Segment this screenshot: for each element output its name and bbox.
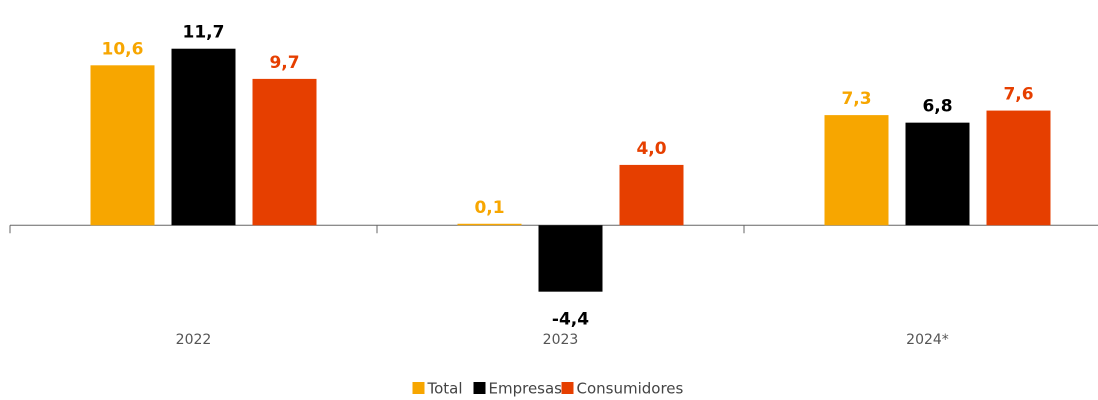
bar <box>619 164 684 226</box>
value-label: 7,3 <box>841 89 871 109</box>
bar <box>538 225 603 292</box>
legend-swatch <box>473 382 486 394</box>
legend-label: Consumidores <box>577 380 684 398</box>
x-tick-label: 2024* <box>906 332 949 348</box>
legend-swatch <box>561 382 574 394</box>
bar <box>457 223 522 226</box>
legend-label: Empresas <box>489 380 563 398</box>
x-tick-label: 2023 <box>543 332 579 348</box>
x-tick-label: 2022 <box>176 332 212 348</box>
value-label: -4,4 <box>552 310 589 330</box>
legend-swatch <box>412 382 425 394</box>
value-label: 6,8 <box>922 97 952 117</box>
bar <box>986 110 1051 226</box>
bar <box>90 65 155 226</box>
bar <box>824 115 889 226</box>
bar <box>252 78 317 226</box>
value-label: 9,7 <box>269 53 299 73</box>
value-label: 4,0 <box>636 139 666 159</box>
legend-label: Total <box>427 380 463 398</box>
value-label: 11,7 <box>183 23 225 43</box>
value-label: 7,6 <box>1003 85 1033 105</box>
value-label: 0,1 <box>474 198 504 218</box>
bar <box>905 122 970 226</box>
bar <box>171 48 236 226</box>
value-label: 10,6 <box>102 39 144 59</box>
